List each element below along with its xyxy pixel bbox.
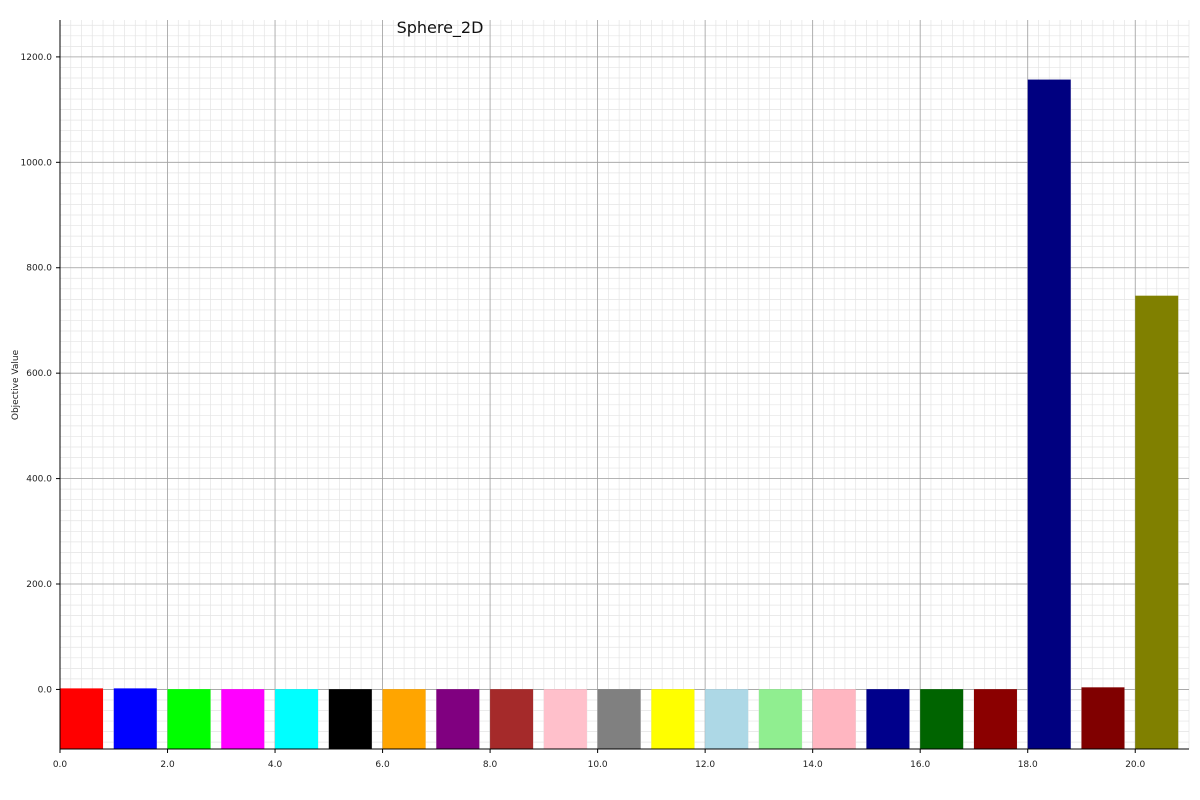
bar-14 — [812, 689, 856, 749]
bar-7 — [436, 689, 480, 749]
bar-3 — [221, 689, 265, 749]
bar-13 — [758, 689, 802, 749]
bar-8 — [490, 689, 534, 749]
x-tick-label: 18.0 — [1018, 760, 1038, 770]
y-tick-label: 400.0 — [26, 475, 52, 485]
x-tick-label: 2.0 — [160, 760, 175, 770]
bar-11 — [651, 689, 695, 749]
y-tick-label: 200.0 — [26, 580, 52, 590]
x-tick-label: 20.0 — [1125, 760, 1145, 770]
y-tick-label: 600.0 — [26, 369, 52, 379]
axes — [59, 20, 1189, 750]
x-tick-label: 16.0 — [910, 760, 930, 770]
chart-title: Sphere_2D — [397, 18, 484, 38]
bar-10 — [597, 689, 641, 749]
x-tick-label: 12.0 — [695, 760, 715, 770]
bar-16 — [920, 689, 964, 749]
bar-2 — [167, 689, 211, 749]
tick-labels: 0.0 2.0 4.0 6.0 8.0 10.0 12.0 14.0 16.0 18.0 20.0 0… — [21, 53, 1146, 770]
bar-0 — [60, 688, 104, 749]
bar-20 — [1135, 295, 1179, 749]
y-tick-label: 800.0 — [26, 264, 52, 274]
bar-6 — [382, 689, 426, 749]
major-grid — [59, 20, 1189, 749]
y-tick-label: 1200.0 — [21, 53, 53, 63]
x-tick-label: 8.0 — [483, 760, 498, 770]
bar-18 — [1027, 79, 1071, 750]
bars-group — [60, 79, 1179, 750]
bar-17 — [973, 689, 1017, 749]
y-tick-label: 0.0 — [38, 685, 53, 695]
minor-grid — [59, 20, 1190, 749]
bar-9 — [543, 689, 587, 749]
bar-5 — [328, 689, 372, 749]
y-tick-label: 1000.0 — [21, 158, 53, 168]
bar-4 — [275, 689, 319, 749]
x-tick-label: 14.0 — [803, 760, 823, 770]
y-axis-label: Objective Value — [11, 349, 21, 420]
x-tick-label: 10.0 — [588, 760, 608, 770]
x-tick-label: 6.0 — [375, 760, 390, 770]
x-tick-label: 0.0 — [53, 760, 68, 770]
bar-1 — [113, 688, 157, 749]
bar-19 — [1081, 687, 1125, 749]
bar-15 — [866, 689, 910, 749]
bar-12 — [705, 689, 749, 749]
x-tick-label: 4.0 — [268, 760, 283, 770]
